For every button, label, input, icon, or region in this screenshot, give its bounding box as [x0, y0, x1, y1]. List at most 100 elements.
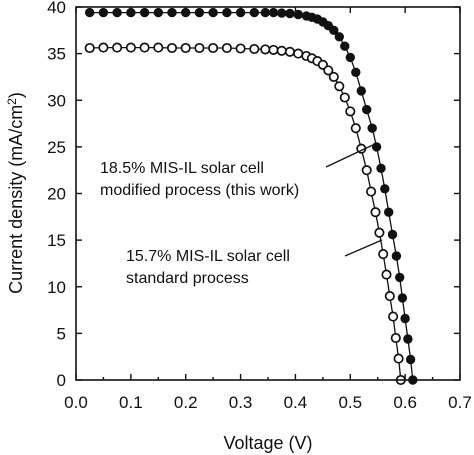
annotation-modified-line-2: modified process (this work) [100, 182, 299, 199]
y-tick-label: 35 [47, 45, 66, 64]
series-0-point [397, 293, 408, 303]
series-1-point [208, 42, 219, 54]
series-0-point [400, 313, 410, 324]
series-1-point [153, 42, 164, 53]
series-1-point [166, 42, 178, 54]
y-axis-label-main: Current density (mA/cm [6, 105, 26, 294]
series-0-point [387, 229, 398, 240]
x-axis-label: Voltage (V) [223, 433, 312, 453]
series-0-point [384, 207, 394, 217]
y-tick-label: 15 [47, 231, 66, 250]
series-0-point [351, 67, 361, 78]
annotation-standard-leader [344, 239, 383, 257]
y-tick-label: 10 [47, 278, 66, 297]
series-0-point [380, 184, 390, 194]
series-1-point [323, 65, 334, 76]
y-axis-label-superscript: 2 [5, 98, 19, 105]
series-1-point [293, 48, 304, 59]
annotation-standard: 15.7% MIS-IL solar cell standard process [126, 239, 383, 287]
annotation-standard-line-1: 15.7% MIS-IL solar cell [126, 248, 290, 265]
y-axis-label: Current density (mA/cm2) [5, 92, 26, 294]
series-1-point [328, 71, 339, 82]
series-0-point [277, 8, 287, 18]
series-1-point [345, 106, 356, 117]
series-0-point [362, 104, 372, 115]
series-0-point [334, 32, 344, 42]
series-0-point [285, 8, 295, 19]
series-0-point [85, 7, 95, 18]
series-1-point [249, 43, 260, 55]
y-axis-label-close: ) [6, 92, 26, 98]
y-tick-label: 0 [57, 371, 66, 390]
series-1-point [260, 44, 271, 55]
series-1-point [235, 43, 246, 54]
series-1-point [268, 44, 279, 55]
y-tick-label: 5 [57, 324, 66, 343]
series-1-point [384, 291, 395, 302]
series-1-point [388, 311, 399, 322]
series-0-point [405, 354, 416, 365]
series-0-point [139, 7, 150, 18]
series-1-point [361, 165, 372, 176]
series-1-point [84, 42, 95, 54]
series-0-point [249, 7, 260, 18]
series-1-point [284, 46, 295, 57]
y-tick-label: 25 [47, 138, 66, 157]
series-0-point [153, 7, 164, 18]
series-0-point [112, 7, 122, 18]
series-0-point [340, 41, 350, 51]
x-tick-label: 0.4 [284, 393, 308, 412]
series-0-point [98, 7, 109, 18]
series-layer [84, 7, 418, 386]
series-0-point [167, 7, 177, 18]
series-1-point [221, 42, 232, 54]
series-1-point [139, 42, 150, 53]
x-tick-label: 0.5 [338, 393, 362, 412]
series-1-point [276, 45, 287, 56]
series-1-point [180, 42, 191, 54]
series-1-point [370, 207, 381, 218]
series-1-point [378, 249, 389, 260]
series-1-point [350, 123, 361, 134]
x-tick-label: 0.1 [119, 393, 143, 412]
series-0-point [208, 7, 218, 18]
series-0-point [268, 7, 279, 18]
series-0-point [356, 86, 366, 96]
series-0-point [395, 272, 405, 283]
series-1-point [366, 186, 377, 197]
series-0-point [367, 123, 377, 133]
x-tick-label: 0.7 [448, 393, 472, 412]
x-tick-label: 0.0 [64, 393, 88, 412]
series-1-point [393, 353, 404, 364]
series-0-point [260, 7, 270, 18]
annotation-modified-leader [325, 143, 376, 168]
series-1-line [89, 46, 402, 381]
series-1-point [374, 227, 385, 238]
y-tick-label: 30 [47, 91, 66, 110]
series-0-point [391, 251, 402, 261]
series-1-point [381, 269, 392, 280]
series-1-point [339, 92, 350, 103]
series-1-point [98, 42, 109, 53]
x-tick-label: 0.2 [174, 393, 198, 412]
series-0-point [329, 25, 339, 35]
x-tick-label: 0.6 [393, 393, 417, 412]
y-tick-label: 20 [47, 185, 66, 204]
series-0-point [222, 7, 232, 18]
series-1-point [390, 332, 401, 344]
series-1-point [194, 42, 205, 54]
series-0-point [345, 52, 355, 63]
series-1-point [112, 42, 123, 53]
series-1-point [125, 42, 136, 53]
series-1-point [334, 81, 345, 92]
series-0-point [403, 334, 413, 344]
x-tick-label: 0.3 [229, 393, 253, 412]
tick-layer: 0.0 0.1 0.2 0.3 0.4 0.5 0.6 0.7 0 5 10 15 20 25 30 35 40 [47, 0, 472, 412]
y-tick-label: 40 [47, 0, 66, 17]
series-0-point [376, 163, 386, 174]
annotation-modified-line-1: 18.5% MIS-IL solar cell [100, 160, 264, 177]
annotation-modified: 18.5% MIS-IL solar cell modified process… [100, 143, 376, 199]
annotation-standard-line-2: standard process [126, 270, 249, 287]
series-0-point [194, 7, 205, 18]
